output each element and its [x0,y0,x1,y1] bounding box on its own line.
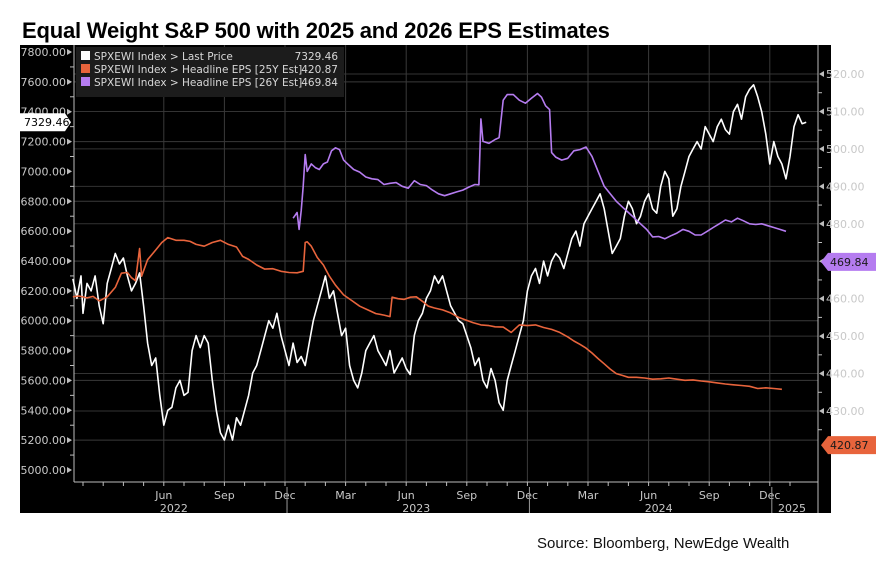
right-tick-label: 520.00 [826,68,865,81]
left-tick-label: 5400.00 [21,404,67,417]
right-tick-label: 440.00 [826,368,865,381]
left-tick-mark [67,138,72,145]
chart-panel [20,45,831,513]
left-tick-label: 6800.00 [21,195,67,208]
x-tick-label: Jun [397,489,415,502]
right-tick-label: 450.00 [826,330,865,343]
series-line-0 [72,84,807,441]
x-tick-label: Mar [578,489,599,502]
last-value-tag-0 [20,113,71,132]
left-tick-mark [67,287,72,294]
x-year-label: 2024 [645,502,673,515]
right-tick-label: 510.00 [826,105,865,118]
legend-value-1: 420.87 [301,64,338,76]
left-tick-label: 6200.00 [21,285,67,298]
right-tick-label: 500.00 [826,143,865,156]
left-tick-label: 7200.00 [21,136,67,149]
last-value-tag-2 [821,252,876,271]
x-tick-label: Sep [214,489,235,502]
left-tick-mark [67,347,72,354]
left-tick-mark [67,78,72,85]
right-tick-mark [819,408,824,414]
last-value-label-0: 7329.46 [24,116,70,129]
left-tick-label: 5000.00 [21,464,67,477]
left-tick-label: 7600.00 [21,76,67,89]
right-tick-mark [819,295,824,302]
x-year-label: 2023 [402,502,430,515]
left-tick-mark [67,198,72,205]
left-tick-mark [67,407,72,414]
left-tick-mark [67,258,72,264]
right-tick-label: 480.00 [826,218,865,231]
x-year-label: 2022 [160,502,188,515]
x-tick-label: Dec [759,489,780,502]
series-line-2 [292,92,787,240]
last-value-label-1: 420.87 [830,439,869,452]
legend-value-2: 469.84 [301,77,338,89]
left-tick-mark [67,467,72,473]
legend-label-2: SPXEWI Index > Headline EPS [26Y Est] [94,77,302,89]
legend-label-0: SPXEWI Index > Last Price [94,51,233,63]
left-tick-label: 7000.00 [21,165,67,178]
left-tick-mark [67,168,72,175]
left-tick-label: 5200.00 [21,434,67,447]
legend-swatch-1 [81,64,90,73]
left-tick-mark [67,49,72,55]
series-line-1 [72,236,782,391]
left-tick-mark [67,108,72,115]
x-tick-label: Sep [699,489,720,502]
right-tick-mark [819,145,824,152]
right-tick-mark [819,108,824,115]
right-tick-label: 430.00 [826,405,865,418]
right-tick-mark [819,220,824,227]
legend-value-0: 7329.46 [295,51,339,63]
legend-swatch-0 [81,51,90,60]
x-tick-label: Dec [274,489,295,502]
x-tick-label: Sep [456,489,477,502]
right-tick-mark [819,71,824,77]
left-tick-label: 6000.00 [21,315,67,328]
x-tick-label: Mar [335,489,356,502]
right-tick-mark [819,370,824,377]
left-tick-label: 5600.00 [21,374,67,387]
right-tick-label: 460.00 [826,293,865,306]
last-value-tag-1 [821,436,876,455]
right-tick-mark [819,333,824,340]
left-tick-mark [67,317,72,324]
legend-box [76,47,344,97]
last-value-label-2: 469.84 [830,256,869,269]
left-tick-label: 7800.00 [21,46,67,59]
left-tick-mark [67,377,72,384]
legend-label-1: SPXEWI Index > Headline EPS [25Y Est] [94,64,302,76]
left-tick-mark [67,228,72,235]
chart-title: Equal Weight S&P 500 with 2025 and 2026 … [22,18,610,43]
left-tick-label: 5800.00 [21,345,67,358]
right-tick-mark [819,183,824,190]
left-tick-label: 6400.00 [21,255,67,268]
legend-swatch-2 [81,77,90,86]
left-tick-mark [67,437,72,444]
x-tick-label: Jun [639,489,657,502]
x-tick-label: Jun [154,489,172,502]
x-year-label: 2025 [778,502,806,515]
left-tick-label: 6600.00 [21,225,67,238]
x-tick-label: Dec [517,489,538,502]
source-note: Source: Bloomberg, NewEdge Wealth [537,535,790,552]
right-tick-label: 490.00 [826,180,865,193]
